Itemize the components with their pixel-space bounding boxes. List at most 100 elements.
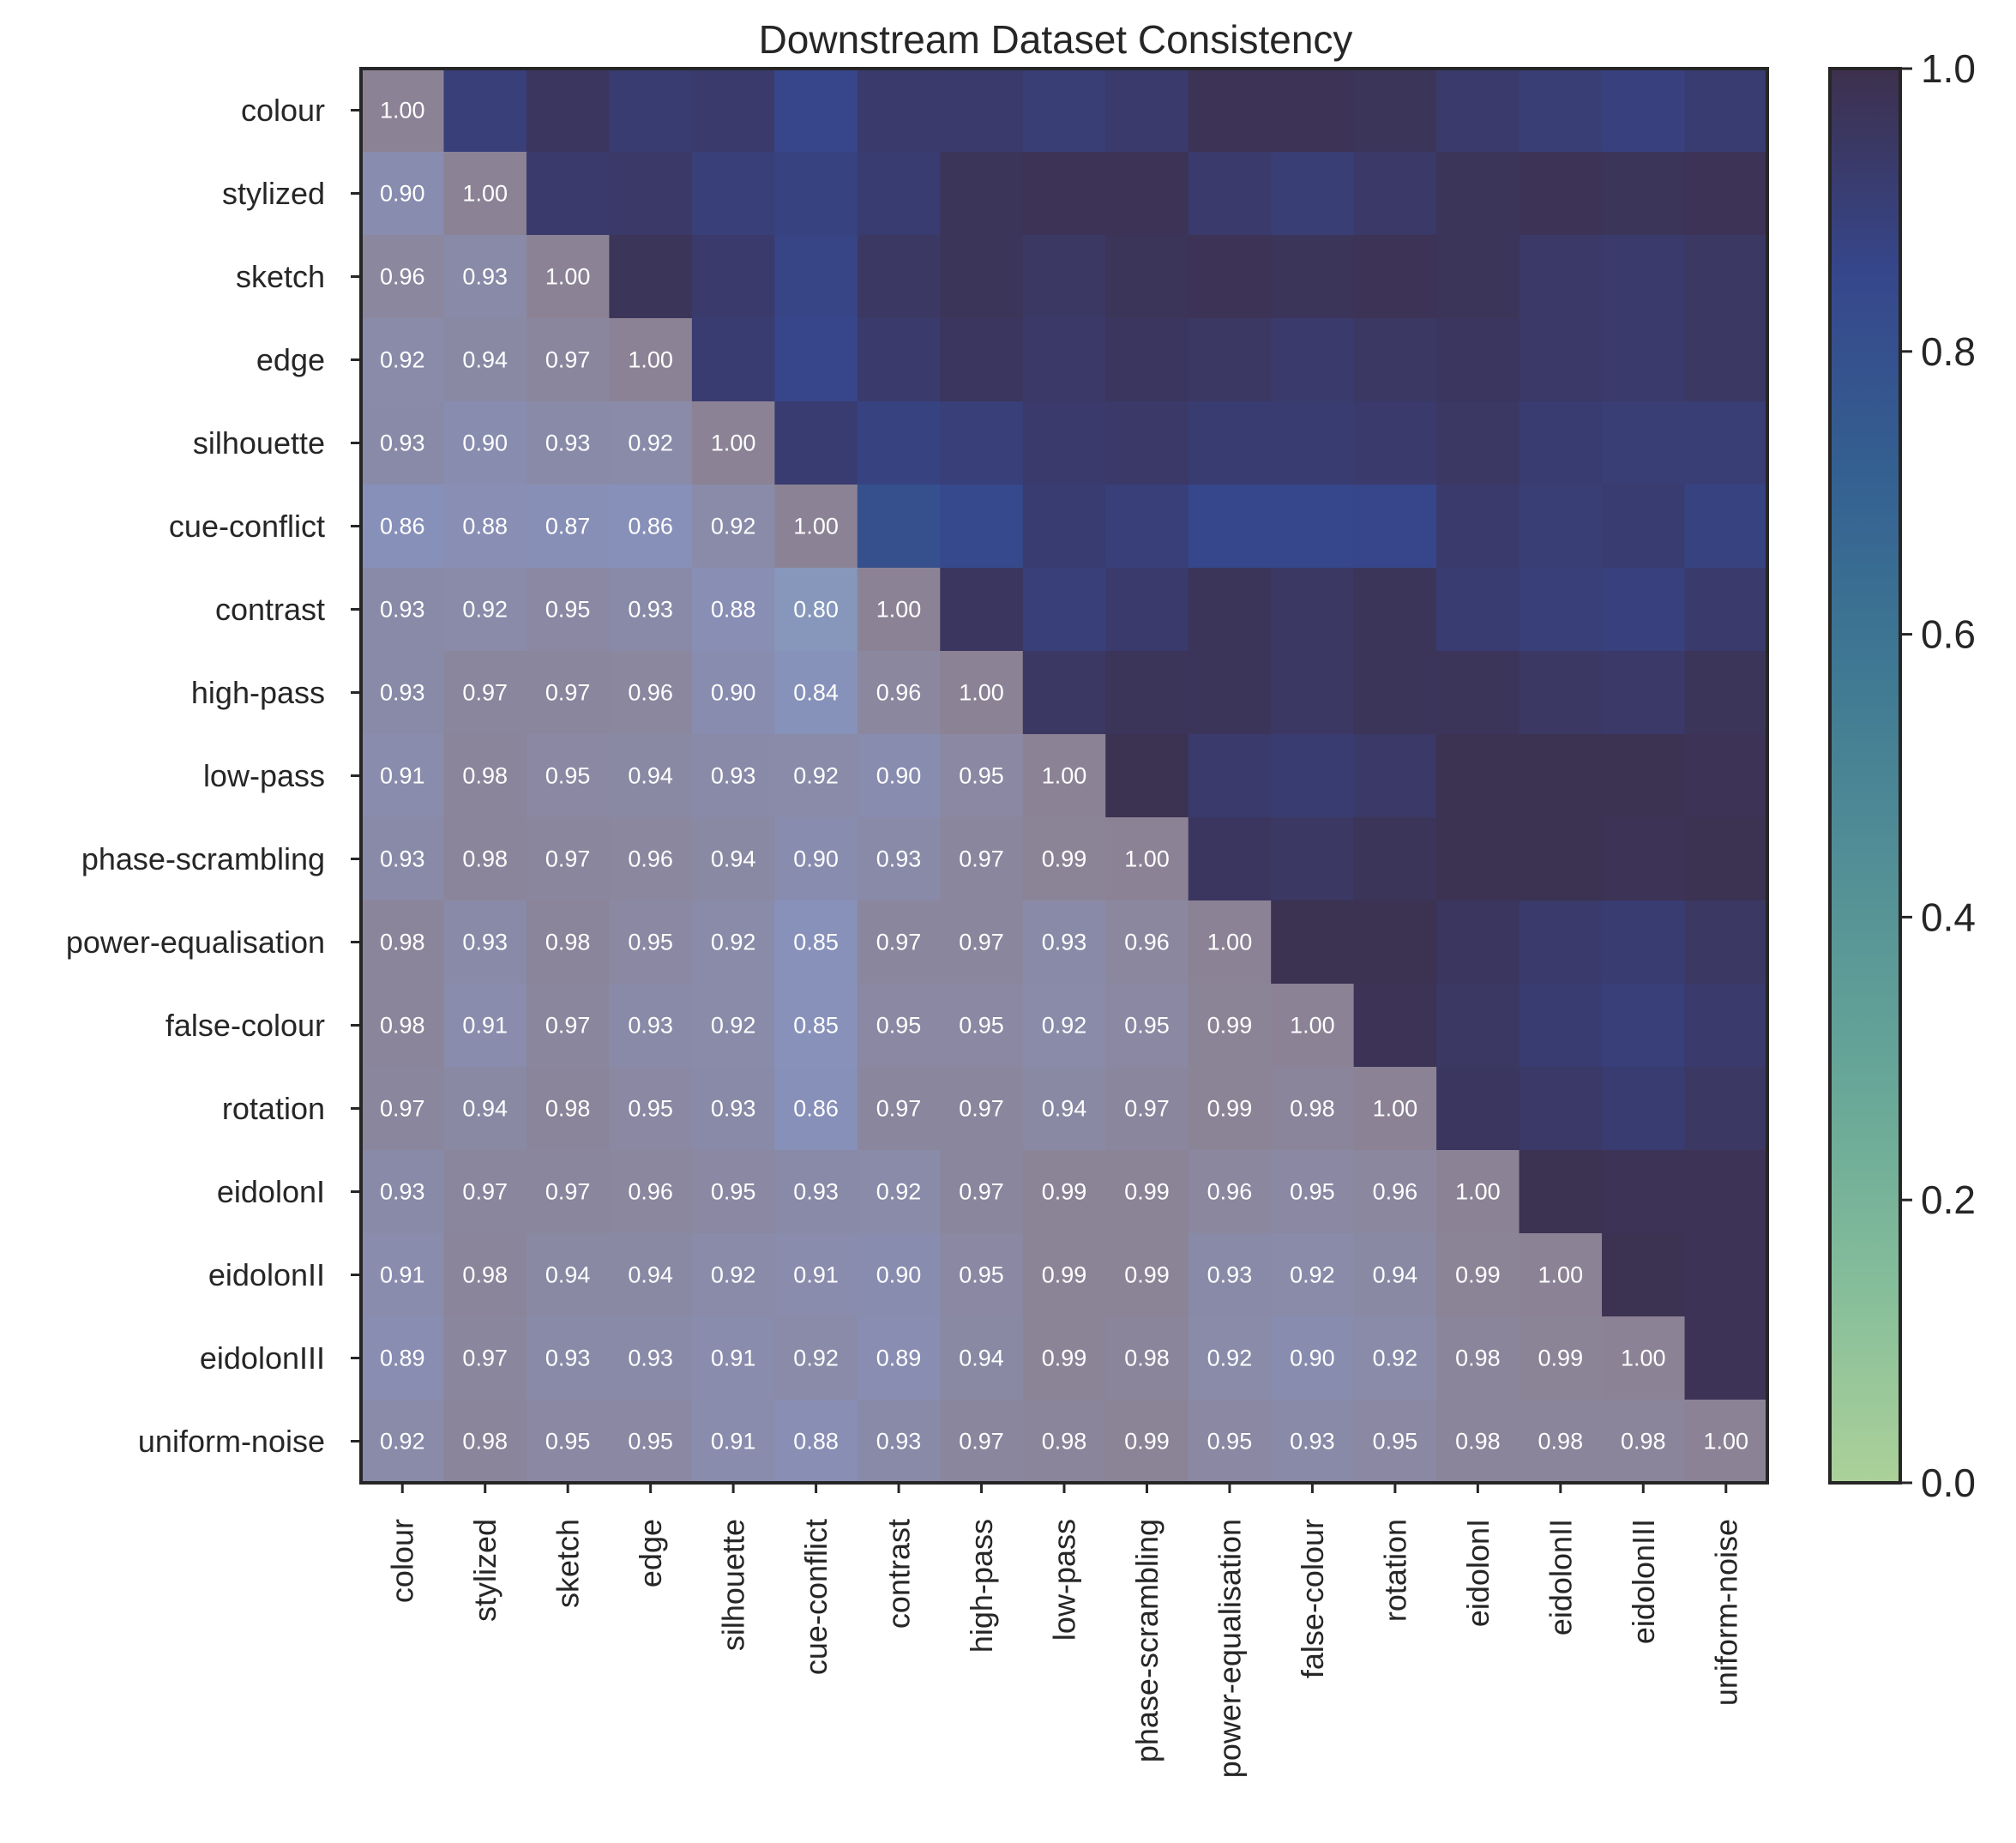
heatmap-cell bbox=[609, 1150, 693, 1234]
cell-value-label: 1.00 bbox=[1621, 1346, 1666, 1371]
heatmap-cell bbox=[361, 817, 445, 901]
cell-value-label: 0.98 bbox=[380, 1013, 425, 1039]
heatmap-cell bbox=[1022, 318, 1106, 402]
cell-value-label: 0.97 bbox=[462, 1179, 508, 1205]
heatmap-cell bbox=[691, 900, 775, 985]
heatmap-cell bbox=[1602, 568, 1686, 652]
heatmap-cell bbox=[857, 485, 941, 569]
heatmap-cell bbox=[443, 817, 527, 901]
x-tick-label: cue-conflict bbox=[798, 1519, 833, 1675]
heatmap-cell bbox=[1188, 651, 1272, 735]
cell-value-label: 1.00 bbox=[1373, 1096, 1418, 1122]
heatmap-cell bbox=[443, 401, 527, 485]
heatmap-cell bbox=[1188, 734, 1272, 818]
heatmap-cell bbox=[857, 1067, 941, 1151]
heatmap-cell bbox=[691, 568, 775, 652]
y-tick-label: rotation bbox=[222, 1091, 325, 1126]
heatmap-cell bbox=[1271, 152, 1355, 236]
heatmap-cell bbox=[774, 401, 858, 485]
cell-value-label: 0.95 bbox=[628, 1096, 673, 1122]
cell-value-label: 0.92 bbox=[793, 1346, 839, 1371]
x-tick-label: power-equalisation bbox=[1212, 1519, 1247, 1778]
y-tick-label: low-pass bbox=[203, 758, 325, 793]
x-tick-label: high-pass bbox=[964, 1519, 999, 1653]
heatmap-cell bbox=[609, 734, 693, 818]
heatmap-cell bbox=[1353, 318, 1437, 402]
heatmap-cell bbox=[1271, 984, 1355, 1068]
heatmap-cell bbox=[1022, 1233, 1106, 1317]
heatmap-cell bbox=[1602, 1233, 1686, 1317]
chart-title: Downstream Dataset Consistency bbox=[759, 17, 1353, 62]
heatmap-cell bbox=[1684, 318, 1768, 402]
heatmap-cell bbox=[1519, 318, 1603, 402]
heatmap-cell bbox=[940, 318, 1024, 402]
heatmap-cell bbox=[1188, 485, 1272, 569]
heatmap-cell bbox=[1022, 651, 1106, 735]
heatmap-cell bbox=[526, 817, 611, 901]
heatmap-cell bbox=[1684, 900, 1768, 985]
cell-value-label: 0.96 bbox=[628, 846, 673, 872]
heatmap-cell bbox=[1105, 984, 1189, 1068]
x-tick-label: uniform-noise bbox=[1708, 1519, 1743, 1706]
heatmap-cell bbox=[1188, 1400, 1272, 1484]
y-tick-label: cue-conflict bbox=[169, 509, 325, 544]
heatmap-cell bbox=[526, 1150, 611, 1234]
heatmap-cell bbox=[1353, 900, 1437, 985]
cell-value-label: 0.93 bbox=[380, 680, 425, 706]
heatmap-cell bbox=[1353, 817, 1437, 901]
cell-value-label: 0.94 bbox=[959, 1346, 1004, 1371]
y-tick-label: power-equalisation bbox=[66, 925, 325, 960]
heatmap-cell bbox=[774, 1400, 858, 1484]
cell-value-label: 0.93 bbox=[628, 1346, 673, 1371]
heatmap-cell bbox=[691, 1150, 775, 1234]
cell-value-label: 0.98 bbox=[545, 930, 591, 955]
heatmap-cell bbox=[609, 900, 693, 985]
heatmap-cell bbox=[526, 401, 611, 485]
heatmap-cell bbox=[1022, 1400, 1106, 1484]
cell-value-label: 0.98 bbox=[1042, 1429, 1087, 1455]
heatmap-cell bbox=[1602, 984, 1686, 1068]
heatmap-cell bbox=[361, 1067, 445, 1151]
heatmap-cell bbox=[1271, 235, 1355, 319]
heatmap-cell bbox=[1271, 318, 1355, 402]
x-tick-label: eidolonII bbox=[1543, 1519, 1578, 1635]
cell-value-label: 0.99 bbox=[1042, 1262, 1087, 1288]
heatmap-cell bbox=[1353, 401, 1437, 485]
heatmap-cell bbox=[1684, 651, 1768, 735]
heatmap-cell bbox=[1353, 1233, 1437, 1317]
cell-value-label: 0.86 bbox=[380, 514, 425, 539]
cell-value-label: 0.99 bbox=[1124, 1429, 1170, 1455]
colorbar-tick-label: 0.8 bbox=[1921, 329, 1976, 374]
heatmap-cell bbox=[361, 1150, 445, 1234]
heatmap-cell bbox=[526, 1316, 611, 1400]
cell-value-label: 0.95 bbox=[1207, 1429, 1253, 1455]
cell-value-label: 0.88 bbox=[711, 597, 756, 623]
heatmap-cell bbox=[361, 1316, 445, 1400]
heatmap-cell bbox=[443, 734, 527, 818]
cell-value-label: 0.93 bbox=[462, 930, 508, 955]
heatmap-cell bbox=[1188, 817, 1272, 901]
cell-value-label: 0.97 bbox=[380, 1096, 425, 1122]
cell-value-label: 0.99 bbox=[1538, 1346, 1584, 1371]
heatmap-cell bbox=[1436, 1150, 1520, 1234]
cell-value-label: 0.96 bbox=[1124, 930, 1170, 955]
cell-value-label: 0.85 bbox=[793, 930, 839, 955]
cell-value-label: 0.99 bbox=[1042, 846, 1087, 872]
cell-value-label: 0.94 bbox=[628, 1262, 673, 1288]
heatmap-cell bbox=[1519, 401, 1603, 485]
heatmap-cell bbox=[940, 401, 1024, 485]
cell-value-label: 0.94 bbox=[462, 1096, 508, 1122]
cell-value-label: 0.93 bbox=[545, 431, 591, 456]
cell-value-label: 1.00 bbox=[876, 597, 922, 623]
colorbar: 0.0 0.2 0.4 0.6 0.8 1.0 bbox=[1828, 46, 1976, 1505]
heatmap-cell bbox=[1022, 235, 1106, 319]
heatmap-cell bbox=[443, 651, 527, 735]
heatmap-cell bbox=[443, 1400, 527, 1484]
x-tick-label: colour bbox=[385, 1519, 420, 1603]
heatmap-cell bbox=[1436, 152, 1520, 236]
heatmap-cell bbox=[1188, 1067, 1272, 1151]
heatmap-cell bbox=[1684, 1316, 1768, 1400]
cell-value-label: 0.95 bbox=[1124, 1013, 1170, 1039]
heatmap-cell bbox=[1684, 1150, 1768, 1234]
heatmap-cell bbox=[526, 318, 611, 402]
